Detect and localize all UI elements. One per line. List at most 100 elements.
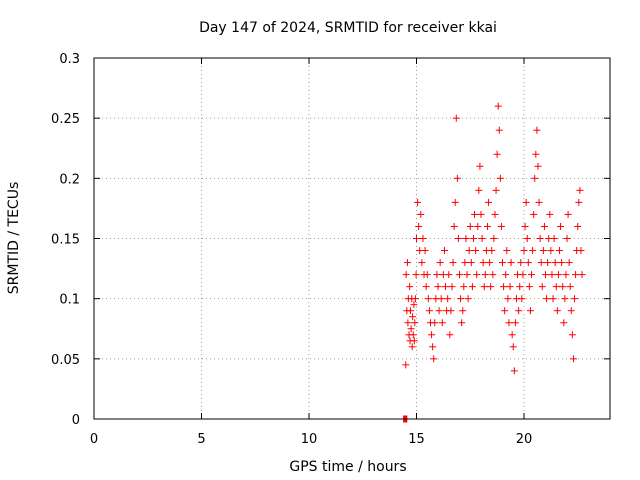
data-point [508,331,516,339]
data-point [485,198,493,206]
x-tick-label: 20 [516,432,533,447]
data-point [407,325,415,333]
data-point [490,235,498,242]
data-point [506,283,514,291]
data-point [519,271,527,279]
data-point [540,222,548,230]
data-point [509,343,517,351]
data-point [452,114,460,122]
data-point [461,259,469,267]
data-point [402,361,410,369]
data-point [563,235,571,242]
data-point [476,162,484,170]
data-point [451,198,459,206]
data-point [538,283,546,291]
data-point [473,271,481,279]
data-point [523,235,531,242]
data-point [515,307,523,315]
data-point [403,259,411,267]
data-point [539,247,547,255]
data-point [555,247,563,255]
y-tick-label: 0 [72,413,80,428]
data-point [517,259,525,267]
data-point [423,271,431,279]
y-axis-label: SRMTID / TECUs [6,182,22,295]
data-point [495,126,503,134]
data-point [410,337,418,345]
x-tick-label: 5 [197,432,205,447]
x-tick-label: 0 [90,432,98,447]
data-point [565,259,573,267]
data-point [488,247,496,255]
data-point [468,283,476,291]
data-point [497,222,505,230]
data-point [553,307,561,315]
data-point [448,283,456,291]
data-point [548,271,556,279]
data-point [465,247,473,255]
data-point [428,331,436,339]
data-point [576,186,584,194]
data-point [522,198,530,206]
data-point [453,174,461,182]
data-point [551,259,559,267]
data-point [533,126,541,134]
data-point [424,295,432,303]
data-point [489,271,497,279]
data-point [505,319,513,327]
data-point [544,259,552,267]
data-point [479,259,487,267]
data-point [520,247,528,255]
data-point [463,271,471,279]
data-point [510,367,518,375]
data-point [528,271,536,279]
data-point [537,259,545,267]
data-point [462,235,470,242]
data-point [404,319,412,327]
data-point [507,259,515,267]
data-point [526,307,534,315]
data-point [478,235,486,242]
data-point [450,222,458,230]
data-point [474,222,482,230]
data-point [546,210,554,218]
data-point [413,235,420,242]
data-point [566,283,574,291]
data-point [417,210,425,218]
data-point [543,295,551,303]
data-point [534,162,542,170]
data-point [567,307,575,315]
data-point [422,283,430,291]
data-point [572,271,580,279]
data-point [456,271,463,279]
data-point [419,235,427,242]
data-point [467,259,475,267]
y-tick-label: 0.15 [51,233,80,248]
data-points-layer [402,102,586,375]
data-point [561,295,569,303]
data-point [536,235,544,242]
data-point [550,235,558,242]
data-point [558,259,566,267]
data-point [412,271,420,279]
data-point [440,247,448,255]
data-point [560,319,568,327]
chart-title: Day 147 of 2024, SRMTID for receiver kka… [199,20,497,36]
data-point [421,247,429,255]
data-point [425,307,433,315]
y-tick-label: 0.2 [59,172,80,187]
data-point [501,307,509,315]
data-point [411,319,419,327]
data-point [442,283,450,291]
data-point [569,355,577,363]
data-point [496,174,504,182]
data-point [493,150,501,158]
data-point [574,222,582,230]
data-point [481,271,489,279]
data-point [568,331,576,339]
data-point [531,174,539,182]
data-point [437,295,445,303]
data-point [480,283,488,291]
data-point [483,222,491,230]
data-point [577,247,585,255]
